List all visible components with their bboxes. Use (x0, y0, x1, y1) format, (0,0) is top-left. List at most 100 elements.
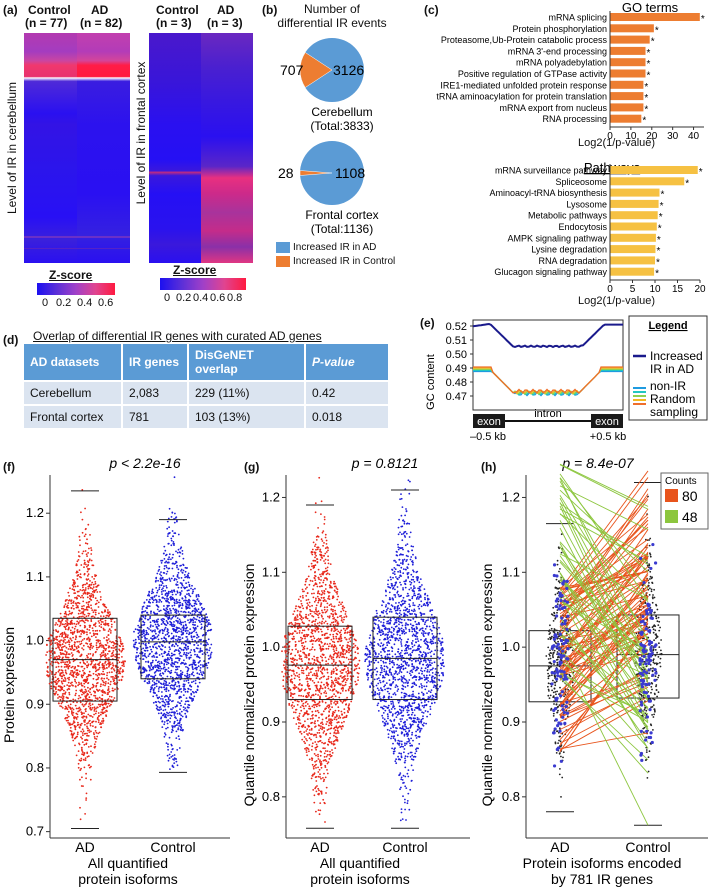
data-point (113, 679, 116, 682)
data-point (200, 620, 203, 623)
data-point (331, 662, 333, 665)
data-point (79, 724, 82, 727)
data-point (152, 625, 154, 627)
data-point (301, 588, 304, 591)
cerebellum-zscore-tick-0: 0 (42, 297, 49, 309)
data-point (70, 619, 73, 622)
data-point (79, 624, 82, 627)
data-point (97, 732, 100, 735)
data-point (86, 591, 89, 594)
data-point (75, 602, 77, 605)
data-point (82, 610, 85, 612)
data-point (317, 668, 320, 670)
cerebellum-zscore-tick-3: 0.6 (98, 297, 114, 309)
data-point (157, 570, 160, 572)
f-ylabel: Protein expression (1, 627, 17, 743)
data-point (200, 643, 202, 645)
data-point (145, 644, 147, 647)
data-point (168, 711, 171, 714)
data-point (98, 689, 101, 691)
data-point (180, 607, 183, 609)
data-point (176, 620, 179, 623)
data-point (89, 596, 92, 598)
data-point (149, 652, 151, 655)
data-point (163, 701, 166, 704)
data-point (320, 681, 323, 684)
data-point (68, 665, 71, 667)
data-point (164, 660, 167, 663)
data-point (316, 561, 319, 563)
data-point (143, 649, 146, 652)
data-point (208, 649, 211, 652)
data-point (164, 589, 167, 592)
y-tick-label: 0.49 (446, 363, 467, 375)
data-point (283, 661, 286, 663)
data-point (96, 648, 98, 651)
data-point (175, 643, 178, 646)
data-point (149, 621, 152, 624)
data-point (322, 571, 324, 573)
data-point (316, 626, 319, 629)
data-point (190, 587, 192, 590)
data-point (187, 581, 190, 584)
data-point (342, 650, 345, 653)
data-point (331, 621, 333, 624)
data-point (166, 659, 169, 661)
data-point (177, 621, 179, 624)
data-point (67, 697, 69, 700)
data-point (313, 764, 316, 767)
data-point (335, 718, 338, 721)
data-point (69, 629, 72, 632)
data-point (86, 734, 89, 737)
significance-star: * (659, 212, 663, 223)
data-point (55, 691, 58, 693)
data-point (57, 646, 59, 649)
data-point (157, 624, 160, 627)
data-point (319, 637, 322, 640)
data-point (197, 656, 200, 658)
significance-star: * (701, 14, 705, 25)
data-point (138, 620, 141, 622)
data-point (191, 631, 194, 634)
data-point (288, 676, 291, 678)
data-point (184, 623, 187, 626)
data-point (314, 720, 316, 723)
data-point (168, 556, 171, 559)
data-point (290, 660, 293, 663)
data-point (149, 690, 152, 693)
cerebellum-zscore-tick-2: 0.4 (77, 297, 93, 309)
data-point (175, 593, 177, 596)
data-point (314, 612, 317, 615)
bar-category-label: mRNA splicing (548, 13, 607, 23)
data-point (76, 597, 79, 600)
data-point (114, 629, 117, 631)
data-point (120, 661, 123, 664)
data-point (67, 639, 70, 642)
data-point (175, 665, 177, 668)
data-point (186, 576, 189, 579)
data-point (124, 660, 126, 662)
data-point (356, 648, 359, 650)
data-point (94, 667, 97, 670)
data-point (146, 631, 148, 634)
data-point (161, 691, 163, 693)
data-point (302, 669, 305, 672)
bar (610, 177, 685, 186)
data-point (102, 654, 105, 656)
data-point (78, 743, 81, 746)
data-point (74, 596, 76, 599)
data-point (150, 612, 152, 614)
data-point (165, 624, 168, 626)
data-point (163, 723, 166, 726)
data-point (332, 689, 335, 692)
data-point (289, 657, 292, 660)
data-point (168, 757, 171, 760)
data-point (175, 628, 178, 630)
data-point (319, 773, 321, 776)
data-point (119, 640, 122, 643)
data-point (85, 708, 87, 710)
data-point (326, 681, 328, 684)
data-point (311, 680, 314, 682)
data-point (316, 585, 319, 588)
data-point (164, 704, 167, 706)
